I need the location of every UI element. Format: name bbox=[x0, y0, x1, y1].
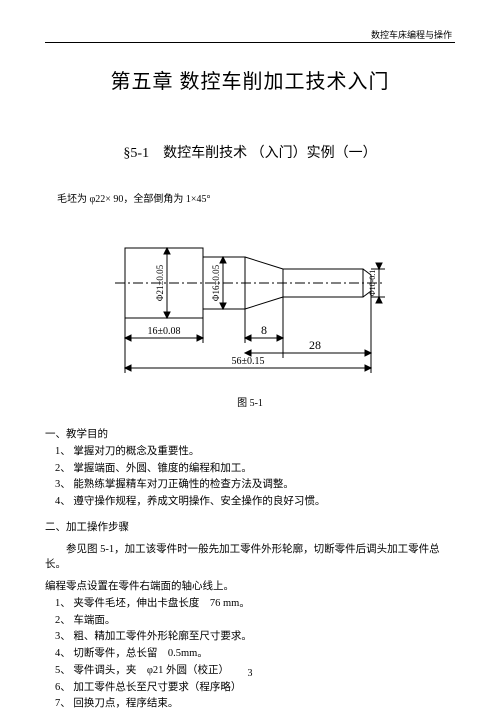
dim-d10: Φ10-0.1 bbox=[368, 270, 377, 297]
chapter-title: 第五章 数控车削加工技术入门 bbox=[45, 65, 455, 94]
tech-drawing-svg: Φ21±0.05 Φ16±0.05 Φ10-0.1 16±0.08 8 28 5… bbox=[95, 213, 405, 388]
teach-item: 3、 能熟练掌握精车对刀正确性的检查方法及调整。 bbox=[55, 477, 455, 493]
teach-item: 4、 遵守操作规程，养成文明操作、安全操作的良好习惯。 bbox=[55, 494, 455, 510]
dim-d21: Φ21±0.05 bbox=[155, 264, 165, 301]
ops-intro-a: 参见图 5-1，加工该零件时一般先加工零件外形轮廓，切断零件后调头加工零件总长。 bbox=[45, 542, 455, 574]
section-title: §5-1 数控车削技术 （入门）实例（一） bbox=[45, 142, 455, 162]
ops-item: 3、 粗、精加工零件外形轮廓至尺寸要求。 bbox=[55, 629, 455, 645]
teach-item: 2、 掌握端面、外圆、锥度的编程和加工。 bbox=[55, 461, 455, 477]
teach-heading: 一、教学目的 bbox=[45, 427, 455, 443]
teach-item: 1、 掌握对刀的概念及重要性。 bbox=[55, 444, 455, 460]
ops-heading: 二、加工操作步骤 bbox=[45, 520, 455, 536]
blank-note: 毛坯为 φ22× 90，全部倒角为 1×45° bbox=[57, 190, 455, 205]
dim-len28: 28 bbox=[309, 338, 321, 352]
ops-item: 7、 回换刀点，程序结束。 bbox=[55, 696, 455, 712]
page-number: 3 bbox=[0, 668, 500, 679]
dim-d16: Φ16±0.05 bbox=[211, 264, 221, 301]
figure-5-1: Φ21±0.05 Φ16±0.05 Φ10-0.1 16±0.08 8 28 5… bbox=[45, 213, 455, 388]
ops-item: 2、 车端面。 bbox=[55, 613, 455, 629]
ops-intro-b: 编程零点设置在零件右端面的轴心线上。 bbox=[45, 579, 455, 595]
ops-item: 1、 夹零件毛坯，伸出卡盘长度 76 mm。 bbox=[55, 596, 455, 612]
figure-caption: 图 5-1 bbox=[45, 394, 455, 409]
header-rule bbox=[45, 42, 455, 43]
dim-len8: 8 bbox=[261, 323, 267, 337]
ops-item: 4、 切断零件，总长留 0.5mm。 bbox=[55, 646, 455, 662]
dim-len16: 16±0.08 bbox=[148, 326, 181, 337]
header-right-text: 数控车床编程与操作 bbox=[371, 28, 452, 41]
dim-len56: 56±0.15 bbox=[232, 356, 265, 367]
